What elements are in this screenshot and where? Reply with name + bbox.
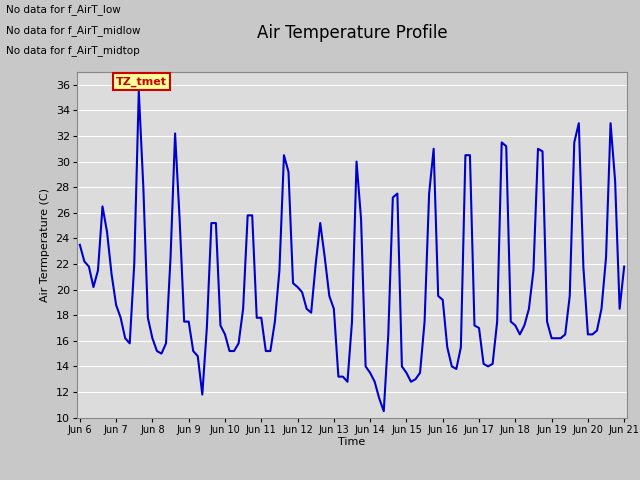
Text: TZ_tmet: TZ_tmet (116, 77, 167, 87)
Text: No data for f_AirT_low: No data for f_AirT_low (6, 4, 121, 15)
Text: Air Temperature Profile: Air Temperature Profile (257, 24, 447, 42)
X-axis label: Time: Time (339, 437, 365, 447)
Text: No data for f_AirT_midlow: No data for f_AirT_midlow (6, 24, 141, 36)
Y-axis label: Air Termperature (C): Air Termperature (C) (40, 188, 50, 302)
Text: No data for f_AirT_midtop: No data for f_AirT_midtop (6, 45, 140, 56)
